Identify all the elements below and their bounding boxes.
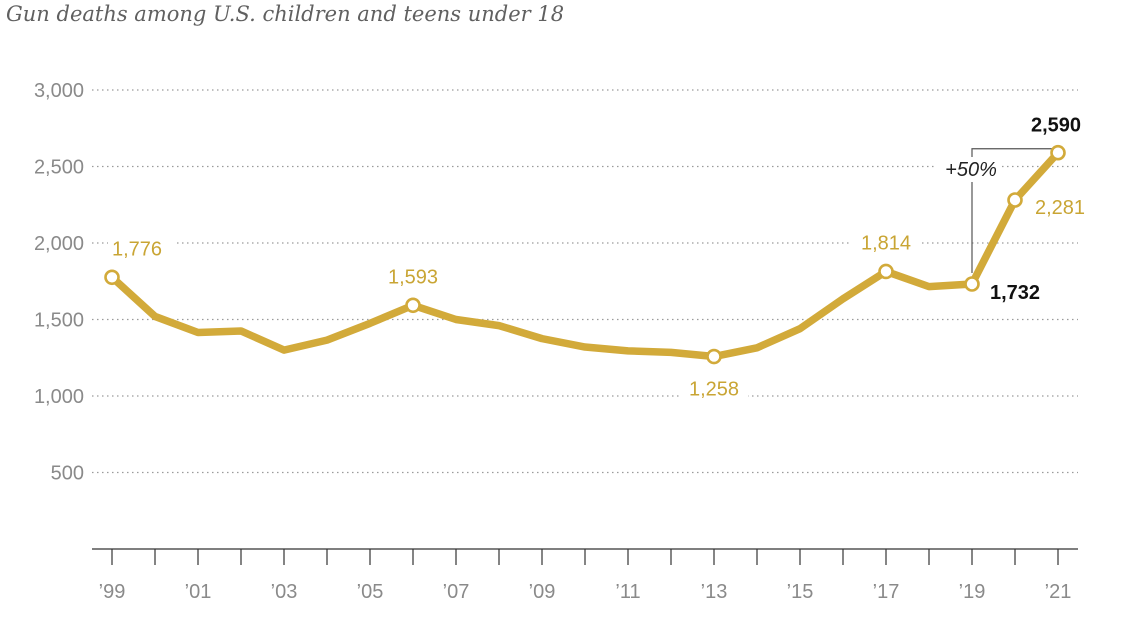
data-label: 1,258 bbox=[689, 379, 739, 401]
series-line-layer bbox=[108, 148, 1062, 361]
data-label-backdrop bbox=[852, 230, 920, 256]
x-tick-label: ’17 bbox=[873, 581, 900, 603]
x-tick-label: ’05 bbox=[357, 581, 384, 603]
data-label: 1,814 bbox=[861, 232, 911, 254]
x-tick-label: ’11 bbox=[615, 581, 640, 603]
x-tick-label: ’03 bbox=[271, 581, 298, 603]
y-tick-label: 1,000 bbox=[34, 386, 84, 408]
annotation-backdrop bbox=[936, 157, 1002, 182]
x-tick-label: ’13 bbox=[701, 581, 728, 603]
change-annotation: +50% bbox=[936, 148, 1058, 274]
x-tick-label: ’01 bbox=[185, 581, 212, 603]
data-label-backdrop bbox=[379, 264, 447, 290]
data-point bbox=[964, 276, 980, 292]
data-point bbox=[706, 348, 722, 365]
x-axis bbox=[92, 548, 1078, 565]
data-point bbox=[1050, 144, 1066, 161]
y-tick-label: 3,000 bbox=[34, 80, 84, 102]
data-labels: 1,776 1,593 1,258 1,814 1,732 2,281 2,590 bbox=[112, 115, 1085, 401]
x-tick-label: ’07 bbox=[443, 581, 470, 603]
series-line bbox=[108, 148, 1062, 361]
data-label: 1,732 bbox=[990, 282, 1040, 304]
x-tick-label: ’99 bbox=[99, 581, 126, 603]
data-point bbox=[1007, 192, 1023, 208]
data-point bbox=[878, 263, 894, 280]
y-tick-label: 1,500 bbox=[34, 310, 84, 332]
y-tick-label: 500 bbox=[51, 463, 84, 485]
data-label-backdrop bbox=[1022, 112, 1090, 138]
chart-title: Gun deaths among U.S. children and teens… bbox=[6, 2, 565, 26]
y-tick-label: 2,000 bbox=[34, 233, 84, 255]
data-label-backdrop bbox=[108, 236, 176, 262]
grid-lines bbox=[92, 89, 1099, 474]
annotation-bracket bbox=[971, 148, 1058, 274]
x-tick-label: ’15 bbox=[787, 581, 814, 603]
annotation-label: +50% bbox=[945, 159, 997, 181]
x-tick-labels: ’99 ’01 ’03 ’05 ’07 ’09 ’11 ’13 ’15 ’17 ’19 ’21 bbox=[99, 581, 1072, 603]
x-tick-label: ’21 bbox=[1045, 581, 1072, 603]
data-label: 1,593 bbox=[388, 266, 438, 288]
x-tick-label: ’19 bbox=[959, 581, 986, 603]
data-label-backdrop bbox=[680, 376, 748, 402]
y-tick-label: 2,500 bbox=[34, 157, 84, 179]
data-label: 2,590 bbox=[1031, 115, 1081, 137]
data-label: 1,776 bbox=[112, 238, 162, 260]
data-point bbox=[405, 297, 421, 314]
x-tick-label: ’09 bbox=[529, 581, 556, 603]
data-point bbox=[104, 269, 120, 286]
data-label-backdrop bbox=[1031, 195, 1099, 221]
data-points bbox=[104, 144, 1066, 365]
y-tick-labels: 500 1,000 1,500 2,000 2,500 3,000 bbox=[34, 80, 84, 485]
data-label-backdrop bbox=[986, 280, 1054, 306]
data-label: 2,281 bbox=[1035, 197, 1085, 219]
